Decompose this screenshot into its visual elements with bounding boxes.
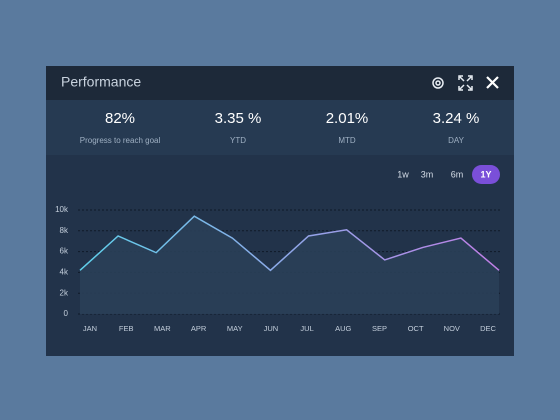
x-tick-label: DEC [480,324,496,333]
stat-value: 82% [105,110,135,127]
range-button[interactable]: 1Y [480,169,491,179]
line [79,215,500,272]
x-tick-label: MAY [227,324,243,333]
stat-value: 2.01% [326,110,369,127]
range-button[interactable]: 6m [451,169,464,179]
range-button-active[interactable] [472,165,500,184]
x-tick-label: SEP [372,324,387,333]
x-tick-label: JAN [83,324,97,333]
stat-label: Progress to reach goal [80,136,161,145]
x-tick-label: APR [191,324,207,333]
y-tick-label: 0 [64,309,69,318]
y-tick-label: 8k [60,226,69,235]
y-tick-label: 10k [55,205,69,214]
expand-icon[interactable] [458,75,473,91]
x-tick-label: JUN [264,324,279,333]
stat-value: 3.35 % [215,110,262,127]
stat-label: YTD [230,136,246,145]
stat-label: DAY [448,136,465,145]
stat-label: MTD [338,136,356,145]
y-tick-label: 4k [60,268,69,277]
range-button[interactable]: 3m [421,169,434,179]
x-tick-label: JUL [300,324,313,333]
y-tick-label: 6k [60,247,69,256]
range-button[interactable]: 1w [397,169,409,179]
x-tick-label: MAR [154,324,171,333]
panel-title: Performance [61,74,141,90]
stat-value: 3.24 % [433,110,480,127]
x-tick-label: FEB [119,324,134,333]
line-area [80,216,499,314]
x-tick-label: AUG [335,324,351,333]
x-tick-label: OCT [408,324,424,333]
x-tick-label: NOV [444,324,460,333]
close-icon[interactable] [486,76,499,89]
settings-icon[interactable] [432,77,444,89]
y-tick-label: 2k [60,288,69,297]
stats-row [46,100,514,155]
